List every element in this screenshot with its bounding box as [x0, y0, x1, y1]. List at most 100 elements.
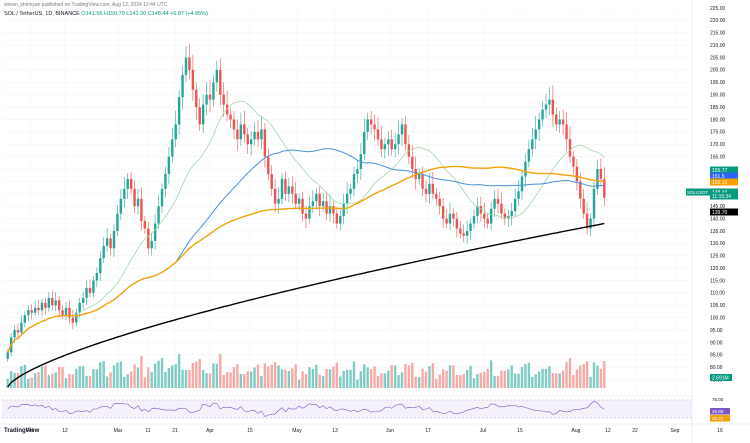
candle-body: [469, 223, 472, 231]
volume-bar: [575, 369, 579, 388]
candle-body: [496, 198, 500, 204]
candle-body: [356, 169, 359, 174]
volume-bar: [23, 364, 27, 388]
candle-body: [465, 230, 469, 236]
rsi-value: 46.88: [712, 409, 724, 414]
price-label: 151.5: [712, 174, 725, 180]
volume-bar: [44, 365, 47, 388]
candle-body: [424, 188, 428, 194]
ma50-line: [7, 148, 605, 353]
price-label: 155.77: [712, 168, 728, 174]
volume-bar: [387, 370, 390, 388]
candle-body: [44, 302, 47, 308]
candle-body: [421, 173, 424, 189]
symbol-title: SOL / TetherUS, 1D, BINANCE: [4, 11, 80, 17]
candle-body: [500, 203, 503, 214]
y-tick-label: 225.00: [710, 6, 726, 12]
candle-body: [16, 330, 20, 333]
volume-bar: [469, 365, 472, 388]
volume-bar: [68, 374, 71, 388]
volume-bar: [304, 374, 308, 388]
candle-body: [520, 176, 524, 192]
candle-body: [579, 181, 582, 199]
volume-bar: [332, 366, 335, 388]
candle-body: [92, 280, 95, 293]
candle-body: [133, 188, 136, 207]
volume-bar: [493, 375, 496, 388]
candle-body: [27, 310, 30, 316]
candle-body: [548, 99, 551, 105]
volume-bar: [277, 365, 280, 388]
x-tick-label: Sep: [671, 428, 680, 434]
candle-body: [555, 114, 558, 125]
candle-body: [599, 169, 603, 179]
y-tick-label: 90.00: [710, 340, 723, 346]
symbol-ohlc: SOL / TetherUS, 1D, BINANCE O141.56 H150…: [4, 11, 208, 17]
volume-bar: [95, 369, 99, 388]
volume-bar: [57, 366, 61, 388]
x-tick-label: 11: [145, 428, 150, 434]
ma200-line: [7, 222, 605, 388]
candle-body: [23, 315, 27, 323]
ma100-line: [7, 165, 605, 353]
candle-body: [603, 178, 606, 198]
symbol-tag: SOLUSDT: [687, 190, 709, 195]
volume-bar: [558, 373, 561, 388]
candle-body: [157, 206, 160, 224]
volume-bar: [524, 364, 527, 388]
candle-body: [88, 287, 92, 293]
candle-body: [256, 131, 260, 140]
volume-bar: [88, 376, 92, 388]
volume-bar: [544, 368, 548, 388]
candle-body: [541, 109, 544, 120]
volume-bar: [424, 371, 428, 388]
rsi-value: 45.21: [712, 416, 724, 421]
candle-body: [397, 134, 400, 145]
candle-body: [81, 297, 85, 303]
ma20-line: [7, 100, 605, 353]
volume-bar: [253, 367, 256, 388]
candle-body: [99, 258, 102, 274]
candle-body: [448, 213, 452, 224]
volume-bar: [280, 369, 284, 388]
candle-body: [167, 156, 171, 174]
volume-bar: [75, 368, 78, 388]
candle-body: [349, 188, 352, 194]
volume-bar: [356, 379, 359, 388]
volume-bar: [239, 373, 243, 388]
volume-bar: [160, 358, 164, 388]
volume-bar: [568, 358, 572, 388]
volume-bar: [431, 363, 435, 388]
volume-bar: [315, 364, 318, 388]
volume-bar: [27, 378, 30, 388]
x-tick-label: Jul: [480, 428, 486, 434]
candle-body: [30, 310, 33, 313]
x-tick-label: 13: [332, 428, 338, 434]
volume-bar: [150, 371, 153, 388]
volume-bar: [205, 373, 208, 388]
volume-bar: [47, 375, 51, 388]
volume-bar: [513, 373, 517, 388]
y-tick-label: 110.00: [710, 291, 725, 297]
candle-body: [513, 198, 517, 212]
candle-body: [119, 198, 123, 214]
candle-body: [369, 119, 373, 125]
volume-bar: [503, 370, 507, 388]
volume-bar: [417, 377, 421, 388]
volume-bar: [291, 368, 294, 388]
volume-bar: [177, 354, 181, 388]
volume-bar: [301, 371, 304, 388]
volume-bar: [85, 375, 88, 388]
y-tick-label: 85.00: [710, 353, 723, 359]
candle-body: [558, 119, 561, 125]
volume-bar: [78, 366, 81, 388]
volume-bar: [452, 365, 455, 388]
price-label: 139.70: [712, 210, 728, 216]
volume-bar: [339, 376, 342, 388]
candle-body: [572, 156, 575, 167]
candle-body: [524, 161, 527, 177]
candle-body: [366, 119, 369, 132]
volume-bar: [342, 370, 345, 388]
volume-bar: [92, 369, 95, 388]
volume-bar: [232, 366, 236, 388]
